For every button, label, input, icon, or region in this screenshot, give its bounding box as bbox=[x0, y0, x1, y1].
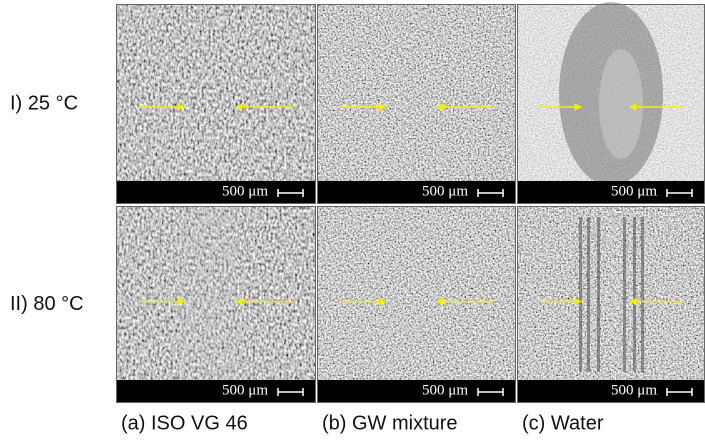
micrograph bbox=[518, 207, 704, 402]
micrograph bbox=[318, 5, 515, 203]
micrograph-panel: 500 μm bbox=[116, 4, 316, 204]
micrograph-panel: 500 μm bbox=[317, 4, 516, 204]
wear-groove bbox=[579, 217, 582, 372]
scale-label: 500 μm bbox=[422, 183, 468, 199]
column-label: (a) ISO VG 46 bbox=[121, 412, 248, 434]
scale-bar-background bbox=[318, 380, 515, 402]
micrograph-panel: 500 μm bbox=[517, 206, 705, 403]
row-label: II) 80 °C bbox=[10, 293, 84, 315]
wear-groove bbox=[641, 217, 644, 372]
column-label: (c) Water bbox=[522, 412, 604, 434]
scale-label: 500 μm bbox=[222, 382, 268, 398]
row-label: I) 25 °C bbox=[10, 92, 78, 114]
micrograph bbox=[117, 5, 315, 203]
scale-bar-background bbox=[117, 181, 315, 203]
scale-bar-background bbox=[318, 181, 515, 203]
wear-groove bbox=[597, 217, 600, 372]
scale-label: 500 μm bbox=[422, 382, 468, 398]
wear-groove bbox=[633, 217, 636, 372]
micrograph-panel: 500 μm bbox=[317, 206, 516, 403]
micrograph-panel: 500 μm bbox=[517, 2, 705, 204]
wear-band bbox=[177, 207, 237, 380]
micrograph-panel: 500 μm bbox=[116, 206, 316, 403]
scale-label: 500 μm bbox=[611, 183, 657, 199]
wear-groove bbox=[623, 217, 626, 372]
wear-scar-highlight bbox=[599, 49, 643, 159]
scale-bar-background bbox=[117, 380, 315, 402]
micrograph bbox=[318, 207, 515, 402]
scale-label: 500 μm bbox=[222, 183, 268, 199]
scale-label: 500 μm bbox=[611, 382, 657, 398]
figure: I) 25 °C 500 μm 500 μm 500 μm II) 80 °C 500 μ… bbox=[0, 0, 705, 441]
wear-groove bbox=[587, 217, 590, 372]
column-label: (b) GW mixture bbox=[322, 412, 458, 434]
